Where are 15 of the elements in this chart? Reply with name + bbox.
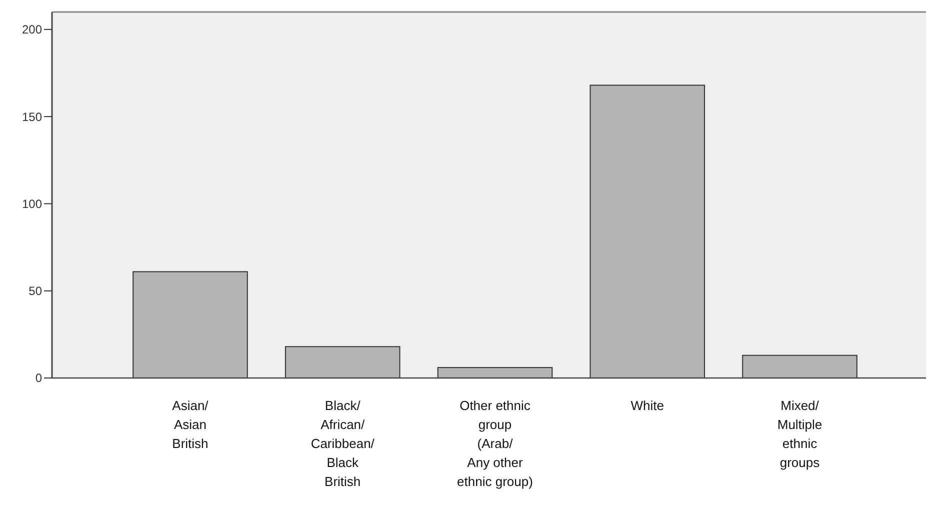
x-tick-label: Other ethnic group (Arab/ Any other ethnic group): [457, 398, 533, 489]
y-tick-label: 0: [35, 371, 42, 386]
y-tick-label: 200: [22, 22, 42, 37]
bar: [132, 271, 248, 378]
x-tick-label: Asian/ Asian British: [172, 398, 209, 451]
x-tick-label: White: [630, 398, 664, 413]
y-tick-label: 100: [22, 196, 42, 211]
x-tick-label: Mixed/ Multiple ethnic groups: [777, 398, 822, 470]
bar: [590, 84, 706, 378]
bar: [742, 354, 858, 378]
x-tick-label: Black/ African/ Caribbean/ Black British: [310, 398, 375, 489]
bar: [437, 367, 553, 378]
y-tick-label: 50: [28, 284, 42, 298]
y-tick-label: 150: [22, 110, 42, 124]
bar: [284, 346, 400, 378]
